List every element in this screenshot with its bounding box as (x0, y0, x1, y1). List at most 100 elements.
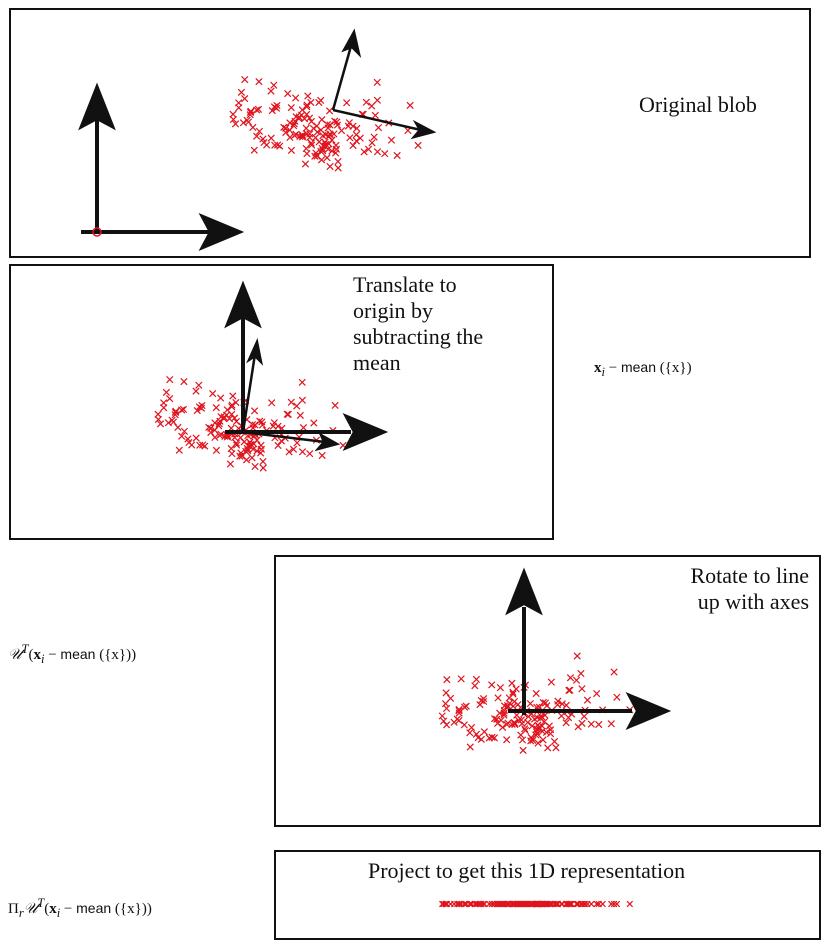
point-marker (414, 141, 422, 149)
point-marker (317, 156, 326, 164)
point-marker (270, 81, 278, 89)
point-marker (246, 111, 254, 119)
point-marker (558, 700, 566, 708)
point-marker (293, 402, 301, 410)
point-marker (371, 111, 379, 120)
point-marker (574, 900, 582, 908)
point-marker (353, 124, 361, 133)
point-marker (349, 141, 357, 150)
y-axis-arrowhead (224, 280, 262, 329)
point-marker (550, 737, 559, 746)
point-marker (212, 446, 221, 454)
y-axis-arrowhead (78, 82, 116, 131)
point-marker (321, 138, 329, 146)
point-marker (273, 141, 282, 149)
panel-rotate: Rotate to line up with axes (274, 555, 821, 827)
point-marker (226, 460, 235, 468)
point-marker (519, 746, 527, 755)
translate-plot (154, 280, 389, 472)
point-marker (566, 674, 575, 682)
point-marker (223, 406, 231, 414)
point-marker (318, 115, 326, 124)
point-marker (231, 120, 240, 128)
point-marker (331, 401, 339, 409)
point-marker (228, 450, 236, 458)
point-marker (373, 78, 381, 86)
point-marker (231, 433, 239, 442)
point-marker (364, 145, 373, 153)
point-marker (242, 447, 250, 456)
point-marker (349, 122, 357, 130)
point-marker (373, 148, 382, 156)
translate-points (154, 375, 347, 472)
point-marker (373, 96, 382, 104)
point-marker (195, 381, 203, 389)
point-marker (471, 682, 479, 690)
translate-label-line-4: mean (353, 350, 401, 375)
point-marker (268, 399, 276, 407)
y-axis-arrowhead (505, 567, 543, 616)
point-marker (246, 108, 255, 117)
point-marker (331, 117, 339, 125)
point-marker (330, 130, 338, 138)
point-marker (518, 719, 526, 728)
point-marker (280, 123, 288, 131)
point-marker (443, 676, 451, 684)
point-marker (352, 131, 360, 139)
point-marker (485, 734, 493, 742)
point-marker (287, 398, 295, 406)
point-marker (527, 900, 534, 908)
point-marker (362, 98, 370, 106)
point-marker (577, 669, 585, 678)
point-marker (175, 446, 183, 454)
point-marker (230, 414, 239, 422)
point-marker (313, 128, 321, 136)
point-marker (558, 900, 565, 908)
point-marker (310, 419, 318, 427)
point-marker (178, 406, 186, 414)
point-marker (246, 438, 254, 446)
point-marker (468, 900, 475, 908)
point-marker (308, 141, 316, 149)
point-marker (610, 668, 618, 676)
point-marker (406, 101, 414, 109)
point-marker (480, 900, 487, 908)
point-marker (325, 107, 334, 115)
point-marker (532, 689, 540, 698)
point-marker (593, 689, 601, 698)
point-marker (542, 728, 551, 736)
point-marker (160, 399, 168, 407)
point-marker (381, 150, 389, 158)
point-marker (271, 141, 279, 149)
point-marker (326, 162, 334, 171)
point-marker (293, 439, 301, 447)
point-marker (259, 457, 267, 466)
point-marker (287, 104, 295, 112)
point-marker (599, 900, 606, 908)
translate-axes (224, 280, 389, 451)
point-marker (518, 900, 526, 908)
point-marker (455, 716, 463, 725)
point-marker (593, 900, 600, 908)
point-marker (387, 136, 396, 144)
point-marker (440, 717, 448, 725)
point-marker (180, 427, 189, 435)
point-marker (249, 123, 257, 132)
point-marker (305, 114, 314, 122)
point-marker (467, 723, 476, 732)
point-marker (217, 413, 225, 421)
point-marker (301, 160, 310, 168)
point-marker (504, 719, 512, 727)
point-marker (496, 900, 503, 908)
point-marker (477, 696, 485, 705)
point-marker (541, 711, 549, 719)
point-marker (513, 711, 521, 719)
point-marker (259, 135, 267, 143)
formula-project: Πr𝒰T(xi − mean ({x})) (8, 896, 152, 920)
point-marker (460, 721, 468, 729)
point-marker (607, 720, 615, 728)
point-marker (283, 410, 291, 418)
point-marker (548, 900, 555, 908)
point-marker (343, 99, 351, 107)
point-marker (337, 126, 346, 135)
